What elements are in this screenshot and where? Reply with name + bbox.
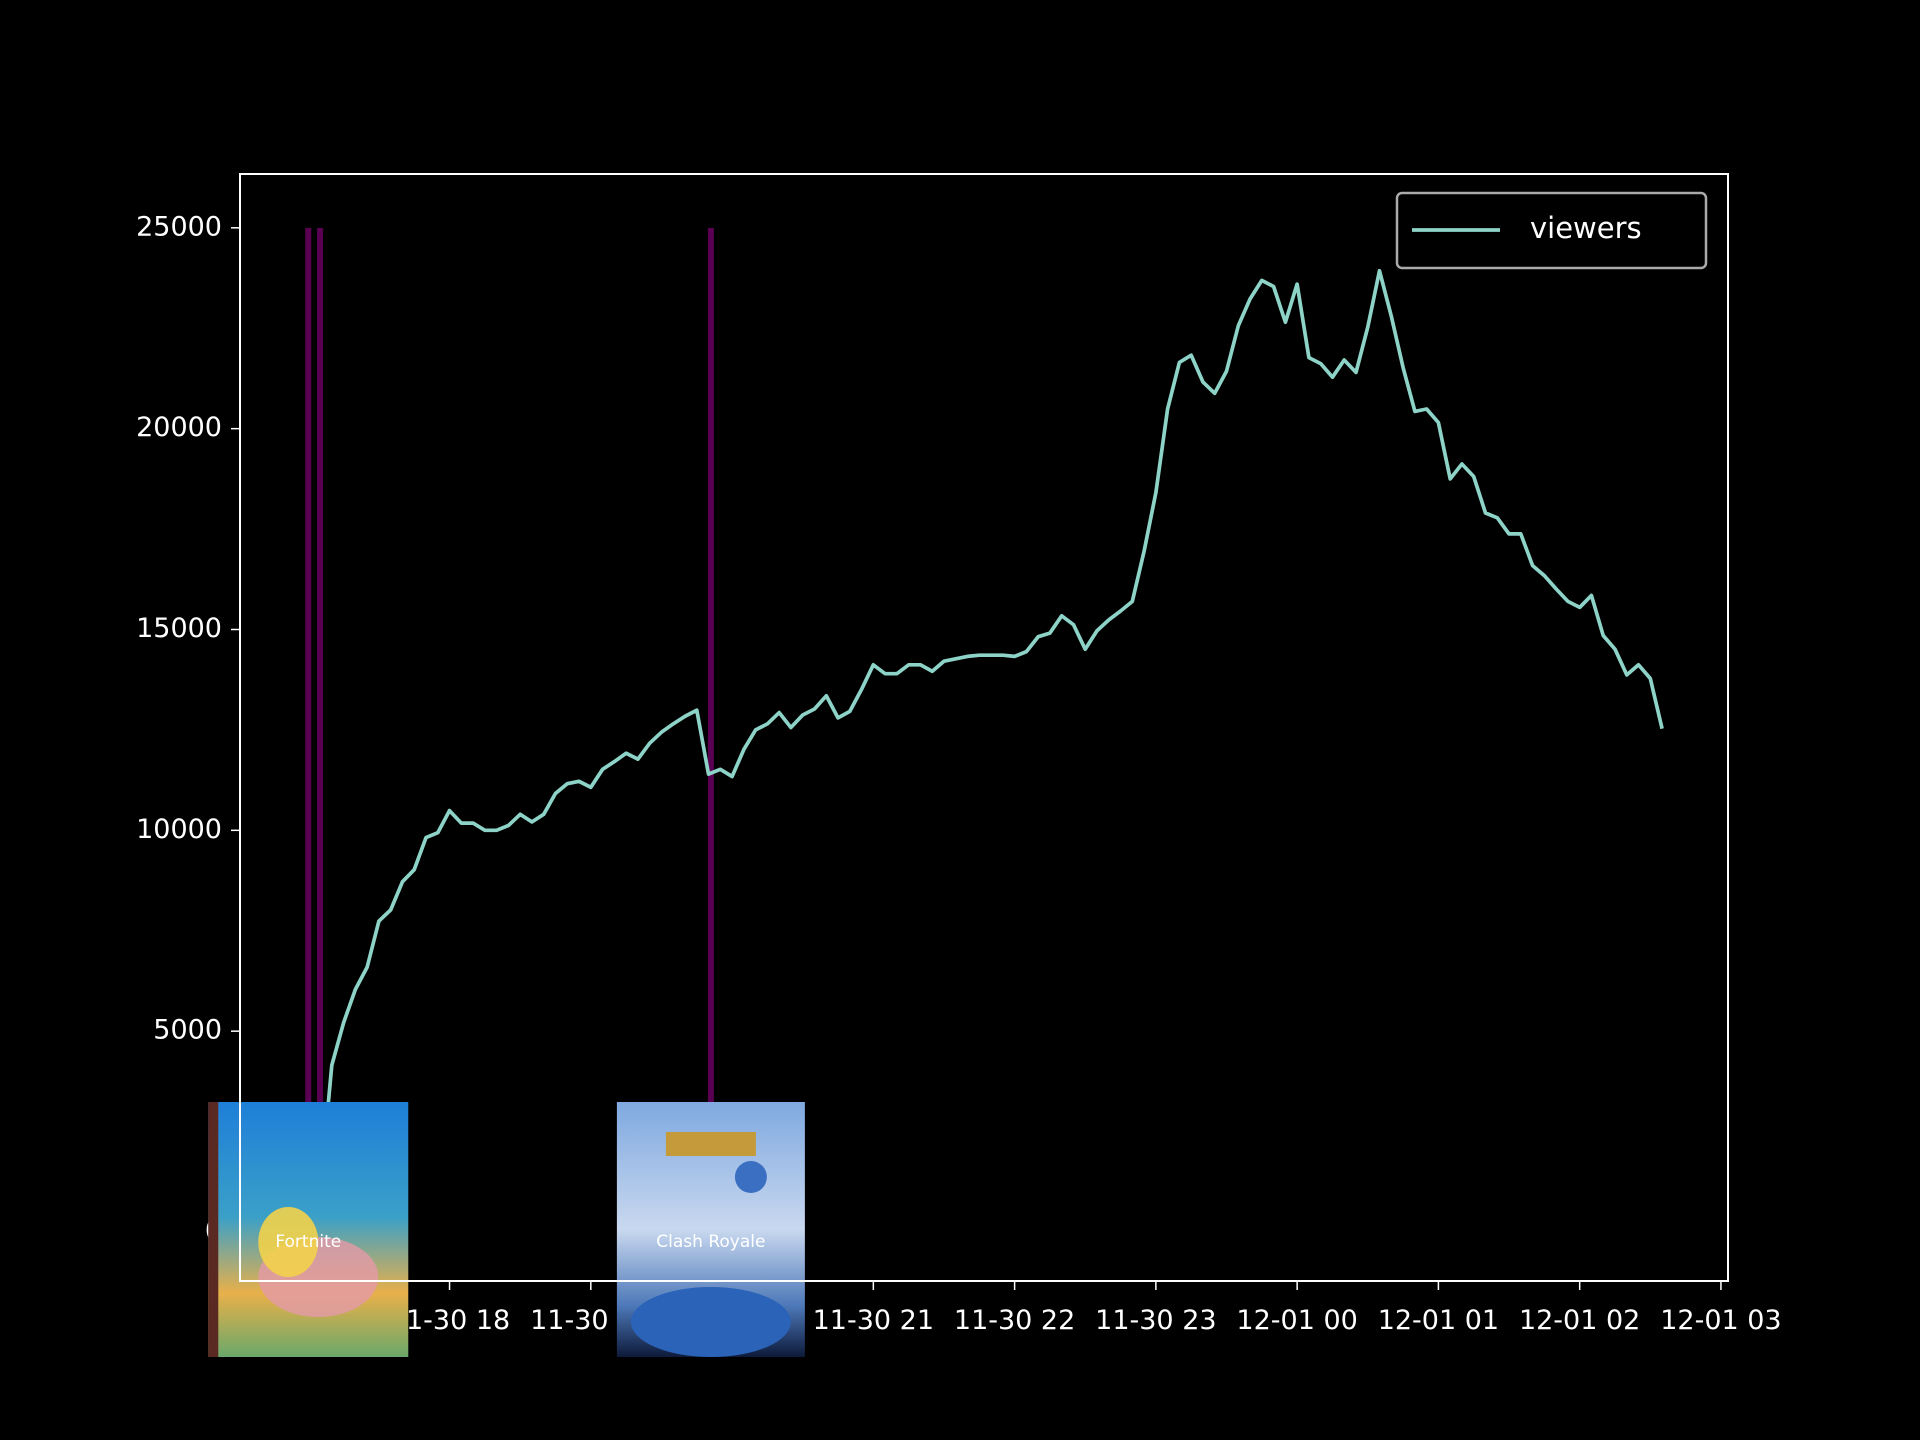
x-tick-label: 12-01 02 bbox=[1519, 1305, 1640, 1336]
thumbnail-edge bbox=[208, 1102, 219, 1357]
x-tick-label: 12-01 00 bbox=[1236, 1305, 1357, 1336]
y-tick-label: 25000 bbox=[136, 211, 222, 242]
y-tick-label: 5000 bbox=[153, 1015, 222, 1046]
thumbnail-art bbox=[665, 1132, 756, 1156]
axes-frame bbox=[239, 173, 1729, 1282]
x-tick-label: 11-30 21 bbox=[813, 1305, 934, 1336]
y-tick-label: 10000 bbox=[136, 814, 222, 845]
legend-box bbox=[1395, 191, 1708, 270]
game-thumbnail: Clash Royale bbox=[616, 1102, 805, 1357]
thumbnail-label: Clash Royale bbox=[656, 1232, 765, 1252]
thumbnail-art bbox=[734, 1161, 767, 1193]
y-tick-label: 20000 bbox=[136, 412, 222, 443]
y-tick-label: 15000 bbox=[136, 613, 222, 644]
x-tick-label: 11-30 22 bbox=[954, 1305, 1075, 1336]
legend-label: viewers bbox=[1530, 211, 1642, 245]
line-series bbox=[318, 268, 1664, 1192]
thumbnail-art bbox=[258, 1207, 319, 1277]
x-tick-label: 12-01 03 bbox=[1660, 1305, 1781, 1336]
thumbnail-art bbox=[630, 1287, 791, 1357]
x-tick-label: 12-01 01 bbox=[1378, 1305, 1499, 1336]
x-tick-label: 11-30 23 bbox=[1095, 1305, 1216, 1336]
game-thumbnail: Fortnite bbox=[208, 1102, 409, 1357]
x-tick-label: 11-30 18 bbox=[389, 1305, 510, 1336]
thumbnail-label: Fortnite bbox=[275, 1232, 341, 1252]
